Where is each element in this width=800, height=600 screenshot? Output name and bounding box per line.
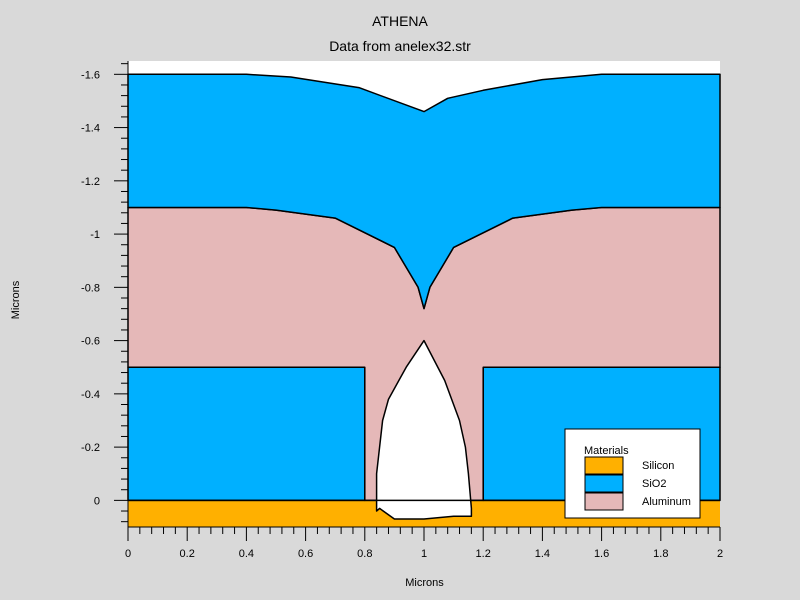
- legend-swatch-aluminum: [584, 492, 624, 511]
- chart-title: ATHENA: [372, 13, 428, 29]
- y-tick-label: -1.6: [81, 69, 100, 81]
- x-tick-label: 1: [421, 548, 427, 560]
- y-tick-label: -0.8: [81, 282, 100, 294]
- x-tick-label: 1.8: [653, 548, 668, 560]
- legend-swatch-sio2: [584, 474, 624, 493]
- y-tick-label: -1.4: [81, 123, 100, 135]
- y-tick-label: -1: [90, 229, 100, 241]
- x-tick-label: 0: [125, 548, 131, 560]
- y-tick-label: -0.2: [81, 442, 100, 454]
- y-tick-label: -0.6: [81, 336, 100, 348]
- y-tick-label: 0: [94, 495, 100, 507]
- legend-label-silicon: Silicon: [642, 460, 674, 472]
- legend-label-aluminum: Aluminum: [642, 496, 691, 508]
- x-axis-label: Microns: [405, 577, 444, 589]
- legend: Materials Silicon SiO2 Aluminum: [564, 428, 701, 519]
- legend-swatch-silicon: [584, 456, 624, 475]
- x-tick-label: 0.2: [180, 548, 195, 560]
- y-tick-label: -1.2: [81, 176, 100, 188]
- y-tick-label: -0.4: [81, 389, 100, 401]
- axes: 0 0.2 0.4 0.6 0.8 1 1.2 1.4 1.6 1.8 2 -1.6 -1.4 -1.2 -…: [81, 61, 723, 560]
- x-tick-label: 1.2: [476, 548, 491, 560]
- region-void-in-aluminum: [375, 339, 473, 520]
- x-tick-label: 1.6: [594, 548, 609, 560]
- x-tick-label: 0.4: [239, 548, 254, 560]
- legend-title: Materials: [584, 445, 629, 457]
- region-left-field-oxide: [127, 366, 366, 502]
- x-tick-label: 2: [717, 548, 723, 560]
- x-tick-label: 0.6: [298, 548, 313, 560]
- region-top-oxide: [127, 73, 721, 310]
- x-tick-label: 1.4: [535, 548, 550, 560]
- chart-subtitle: Data from anelex32.str: [329, 38, 471, 54]
- legend-label-sio2: SiO2: [642, 478, 666, 490]
- x-tick-label: 0.8: [357, 548, 372, 560]
